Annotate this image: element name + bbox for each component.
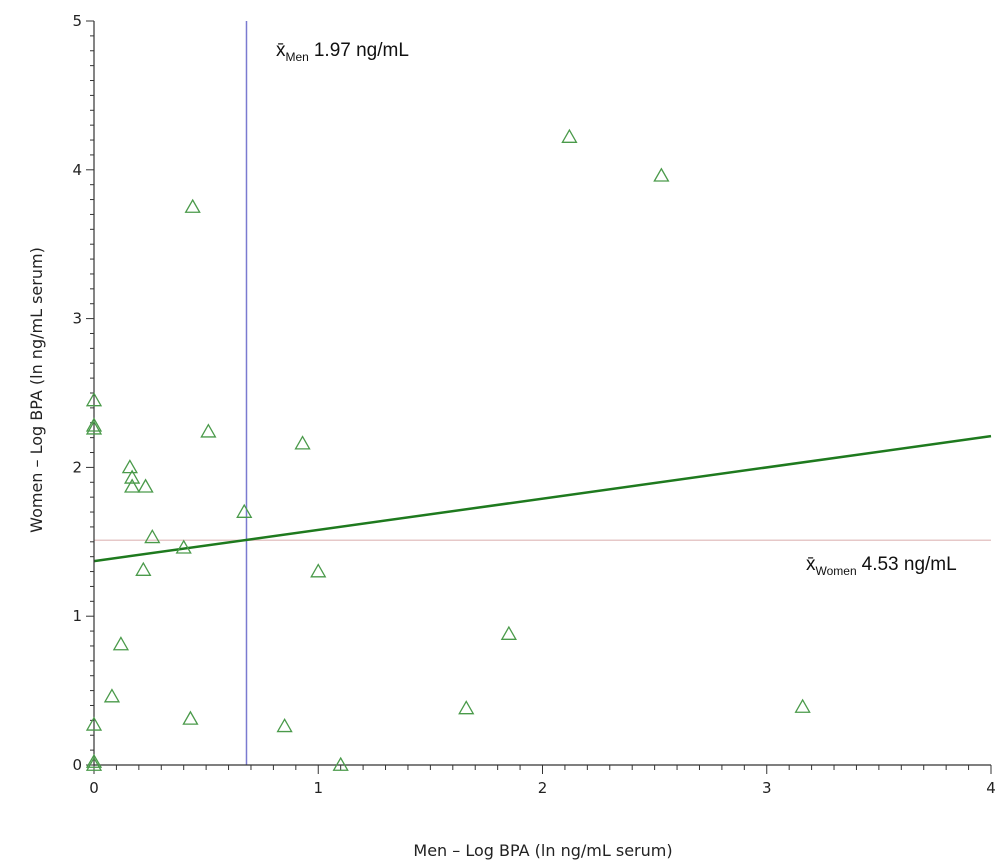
x-axis-title: Men – Log BPA (ln ng/mL serum) bbox=[413, 841, 672, 860]
men-mean-subscript: Men bbox=[286, 50, 309, 64]
y-tick-label: 5 bbox=[72, 12, 82, 30]
data-point bbox=[276, 718, 293, 733]
data-point bbox=[653, 167, 670, 182]
data-point bbox=[794, 698, 811, 713]
data-point bbox=[184, 198, 201, 213]
data-point bbox=[103, 688, 121, 703]
men-mean-symbol: x̄ bbox=[276, 40, 286, 61]
data-point bbox=[112, 636, 130, 651]
y-tick-label: 3 bbox=[72, 310, 82, 328]
data-point bbox=[124, 478, 141, 493]
data-point bbox=[85, 417, 103, 432]
x-tick-label: 3 bbox=[762, 779, 772, 797]
women-mean-annotation: x̄Women 4.53 ng/mL bbox=[806, 554, 957, 578]
y-axis-title: Women – Log BPA (ln ng/mL serum) bbox=[27, 247, 46, 533]
women-mean-value: 4.53 ng/mL bbox=[862, 554, 957, 575]
y-tick-label: 4 bbox=[72, 161, 82, 179]
men-mean-value: 1.97 ng/mL bbox=[314, 40, 409, 61]
data-point bbox=[135, 561, 152, 576]
women-mean-symbol: x̄ bbox=[806, 554, 816, 575]
x-tick-label: 4 bbox=[986, 779, 996, 797]
data-point bbox=[124, 469, 141, 484]
data-point bbox=[175, 539, 192, 554]
data-point bbox=[332, 756, 349, 771]
data-point bbox=[85, 756, 103, 771]
x-tick-label: 0 bbox=[89, 779, 99, 797]
data-point bbox=[294, 435, 311, 450]
data-point bbox=[137, 478, 154, 493]
data-point bbox=[561, 128, 578, 143]
y-tick-label: 0 bbox=[72, 756, 82, 774]
data-points bbox=[85, 128, 811, 771]
data-point bbox=[310, 563, 327, 578]
data-point bbox=[458, 700, 475, 715]
men-mean-annotation: x̄Men 1.97 ng/mL bbox=[276, 40, 409, 64]
data-point bbox=[182, 710, 199, 725]
y-tick-label: 2 bbox=[72, 458, 82, 476]
data-point bbox=[85, 420, 103, 435]
x-tick-label: 1 bbox=[313, 779, 323, 797]
regression-line bbox=[93, 434, 992, 563]
data-point bbox=[200, 423, 217, 438]
reference-lines bbox=[93, 21, 992, 765]
data-point bbox=[85, 716, 103, 731]
data-point bbox=[85, 753, 103, 768]
y-tick-label: 1 bbox=[72, 607, 82, 625]
women-mean-subscript: Women bbox=[816, 564, 857, 578]
axes: 0 1 2 3 4 5 0 1 2 3 4 bbox=[72, 12, 995, 797]
data-point bbox=[121, 459, 139, 474]
x-tick-label: 2 bbox=[538, 779, 548, 797]
data-point bbox=[144, 529, 161, 544]
data-point bbox=[236, 503, 253, 518]
data-point bbox=[85, 392, 103, 407]
data-point bbox=[500, 625, 517, 640]
